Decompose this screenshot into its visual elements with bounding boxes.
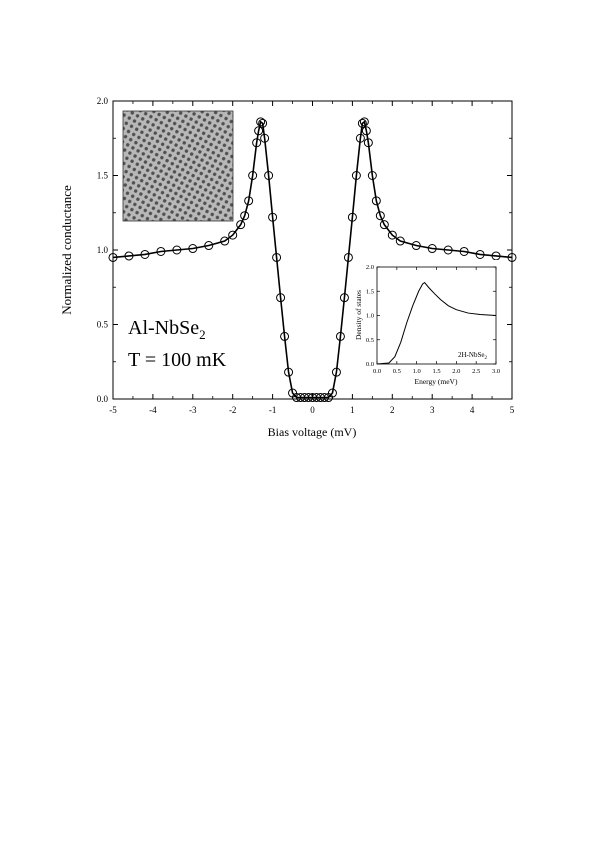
main-y-tick-label: 1.5 (97, 171, 109, 181)
data-point (240, 211, 250, 221)
inset-x-tick-label: 0.0 (373, 368, 381, 375)
main-x-tick-label: 1 (350, 405, 355, 415)
inset-material-label: 2H-NbSe2 (458, 351, 487, 361)
main-x-tick-label: -5 (109, 405, 117, 415)
data-point (236, 220, 246, 230)
data-point (359, 117, 369, 127)
data-point (228, 230, 238, 240)
inset-x-tick-label: 1.5 (432, 368, 440, 375)
inset-x-tick-label: 1.0 (413, 368, 421, 375)
inset-x-tick-label: 2.5 (472, 368, 480, 375)
main-y-tick-label: 0.5 (97, 320, 109, 330)
inset-ticks (376, 266, 497, 365)
inset-y-tick-label: 1.5 (366, 288, 374, 295)
main-x-tick-label: -2 (229, 405, 237, 415)
inset-x-tick-label: 0.5 (393, 368, 401, 375)
inset-background (356, 260, 506, 390)
inset-chart: 0.0 0.5 1.0 1.5 2.0 2.5 3.0 0.0 0.5 1.0 1.5 2.0 En… (354, 260, 506, 390)
main-y-tick-label: 0.0 (97, 394, 109, 404)
stm-topography-frame (122, 110, 234, 222)
temperature-annotation: T = 100 mK (128, 349, 227, 371)
main-y-tick-label: 2.0 (97, 96, 109, 106)
data-point (395, 236, 405, 246)
inset-y-tick-label: 0.0 (366, 361, 374, 368)
inset-x-tick-labels: 0.0 0.5 1.0 1.5 2.0 2.5 3.0 (373, 368, 500, 375)
inset-y-tick-label: 2.0 (366, 264, 374, 271)
sample-annotation: Al-NbSe2 (128, 317, 206, 342)
data-point (220, 236, 230, 246)
main-x-tick-label: -4 (149, 405, 157, 415)
main-y-tick-labels: 0.0 0.5 1.0 1.5 2.0 (97, 96, 109, 404)
sample-annotation-subscript: 2 (199, 327, 206, 342)
inset-y-tick-labels: 0.0 0.5 1.0 1.5 2.0 (366, 264, 374, 368)
main-ticks (112, 100, 513, 400)
data-point (256, 117, 266, 127)
main-x-tick-label: 2 (390, 405, 395, 415)
data-point (375, 211, 385, 221)
main-x-tick-label: 5 (510, 405, 515, 415)
data-point (387, 230, 397, 240)
main-x-axis-label: Bias voltage (mV) (268, 425, 357, 439)
inset-x-tick-label: 3.0 (492, 368, 500, 375)
inset-material-subscript: 2 (484, 356, 487, 361)
main-fit-line (112, 120, 513, 399)
inset-y-tick-label: 1.0 (366, 313, 374, 320)
inset-material-name: 2H-NbSe (458, 351, 484, 359)
stm-topography-image (123, 111, 233, 221)
data-point (379, 220, 389, 230)
main-chart: -5 -4 -3 -2 -1 0 1 2 3 4 5 0.0 0.5 1.0 1.5 2.0 Bias vo… (59, 96, 517, 439)
main-x-tick-label: -1 (269, 405, 277, 415)
inset-y-tick-label: 0.5 (366, 337, 374, 344)
main-x-tick-labels: -5 -4 -3 -2 -1 0 1 2 3 4 5 (109, 405, 515, 415)
inset-dos-line (376, 281, 497, 365)
main-y-tick-label: 1.0 (97, 245, 109, 255)
main-x-tick-label: 0 (310, 405, 315, 415)
sample-annotation-name: Al-NbSe (128, 317, 199, 339)
main-x-tick-label: 3 (430, 405, 435, 415)
inset-x-axis-label: Energy (meV) (415, 377, 458, 386)
inset-x-tick-label: 2.0 (452, 368, 460, 375)
main-x-tick-label: 4 (470, 405, 475, 415)
inset-y-axis-label: Density of states (354, 290, 363, 340)
main-y-axis-label: Normalized conductance (59, 185, 74, 315)
main-x-tick-label: -3 (189, 405, 197, 415)
